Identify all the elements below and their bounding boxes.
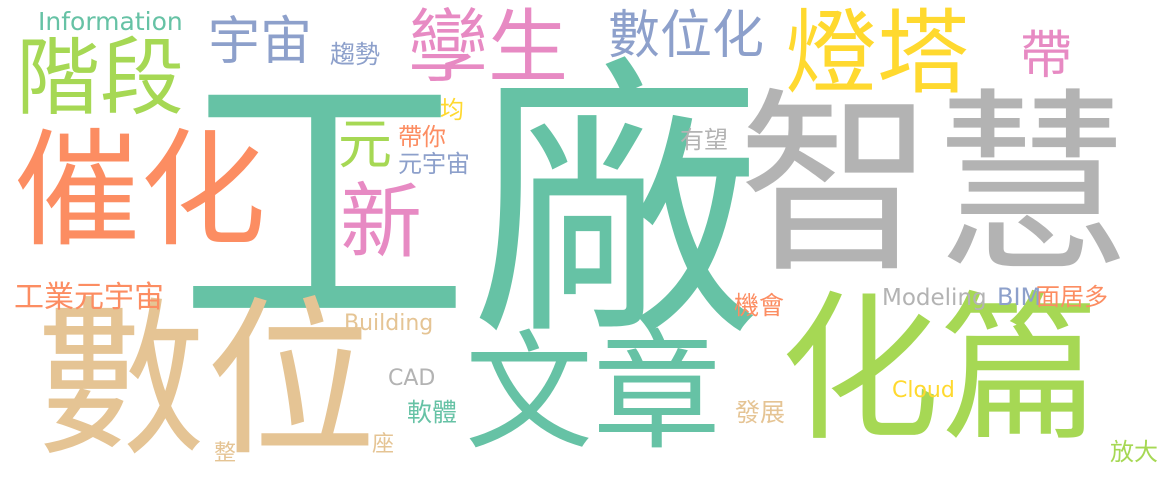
word-youwang: 有望: [680, 126, 728, 154]
word-daini: 帶你: [398, 123, 446, 151]
word-zheng: 整: [214, 441, 237, 466]
word-gongchang: 工廠: [178, 36, 762, 376]
word-jihui: 機會: [734, 291, 785, 320]
word-yuzhou: 宇宙: [208, 12, 313, 72]
word-xuesheng: 孿生: [408, 1, 568, 94]
word-dai: 帶: [1020, 26, 1073, 86]
word-shuweihua: 數位化: [608, 6, 765, 66]
word-cuihua: 催化: [14, 117, 266, 264]
word-yuan: 元: [338, 113, 392, 176]
word-modeling: Modeling: [882, 285, 987, 311]
word-huapian: 化篇: [780, 276, 1101, 463]
word-mianju: 面居多: [1036, 283, 1108, 311]
word-jun: 均: [440, 96, 464, 124]
word-yuanyuzhou: 元宇宙: [398, 150, 470, 178]
word-qushi: 趨勢: [330, 40, 381, 69]
word-zhihui: 智慧: [738, 72, 1131, 300]
word-cad: CAD: [388, 366, 436, 391]
word-zuo: 座: [372, 432, 395, 457]
word-shuwei: 數位: [36, 282, 377, 480]
word-building: Building: [344, 311, 434, 336]
word-ruanti: 軟體: [407, 398, 458, 427]
word-jieduan: 階段: [16, 29, 185, 127]
word-wenzhang: 文章: [465, 319, 722, 468]
word-gongye: 工業元宇宙: [14, 280, 164, 315]
word-xin: 新: [340, 175, 423, 270]
word-information: Information: [38, 7, 183, 36]
word-cloud: Cloud: [892, 378, 955, 403]
word-fazhan: 發展: [735, 398, 786, 427]
word-fangda: 放大: [1110, 438, 1158, 466]
word-dengta: 燈塔: [785, 0, 970, 107]
word-bim: BIM: [997, 283, 1042, 311]
